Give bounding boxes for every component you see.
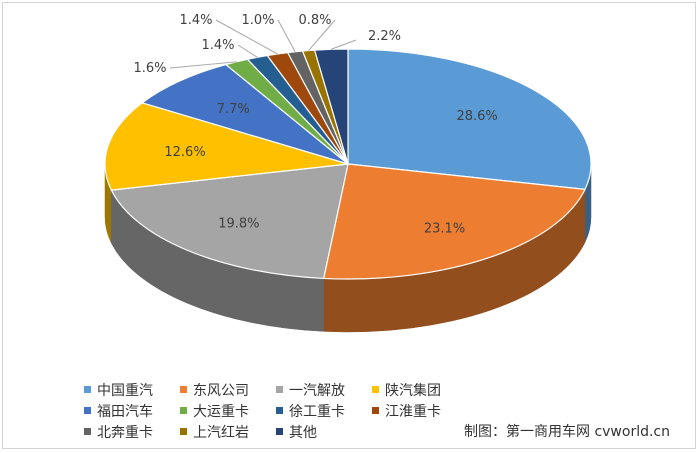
leader-line-5	[169, 61, 237, 69]
slice-2	[110, 163, 349, 280]
credit-site: cvworld.cn	[594, 424, 671, 440]
legend-item: 中国重汽	[84, 380, 180, 400]
legend-swatch	[180, 407, 187, 414]
data-label-6: 1.4%	[201, 38, 234, 53]
legend-label: 东风公司	[193, 382, 249, 399]
legend-label: 大运重卡	[193, 403, 249, 420]
legend-label: 中国重汽	[97, 382, 153, 399]
legend-item: 福田汽车	[84, 401, 180, 421]
legend-label: 北奔重卡	[97, 424, 153, 441]
legend-swatch	[180, 386, 187, 393]
legend-label: 一汽解放	[289, 382, 345, 399]
legend-swatch	[276, 386, 283, 393]
slice-10	[313, 48, 349, 165]
slice-0	[347, 48, 592, 190]
leader-line-10	[331, 39, 357, 50]
credit-label: 制图：第一商用车网	[464, 424, 590, 440]
slice-1	[323, 163, 586, 280]
chart-frame	[2, 2, 696, 449]
leader-line-6	[237, 44, 258, 58]
data-label-2: 19.8%	[218, 217, 259, 232]
data-label-5: 1.6%	[133, 61, 166, 76]
legend-item: 一汽解放	[276, 380, 372, 400]
legend-swatch	[84, 407, 91, 414]
legend-swatch	[84, 428, 91, 435]
legend-item: 江淮重卡	[372, 401, 468, 421]
legend-swatch	[180, 428, 187, 435]
legend-label: 陕汽集团	[385, 382, 441, 399]
legend-swatch	[276, 428, 283, 435]
legend-label: 江淮重卡	[385, 403, 441, 420]
legend-label: 福田汽车	[97, 403, 153, 420]
data-label-8: 1.0%	[241, 13, 274, 28]
slice-4	[141, 63, 349, 165]
data-label-9: 0.8%	[298, 13, 331, 28]
legend-item: 其他	[276, 422, 372, 442]
legend-swatch	[276, 407, 283, 414]
legend-swatch	[372, 407, 379, 414]
slice-3	[104, 102, 349, 191]
legend-label: 其他	[289, 424, 317, 441]
legend-item: 北奔重卡	[84, 422, 180, 442]
legend-swatch	[84, 386, 91, 393]
leader-line-7	[215, 19, 278, 55]
data-label-1: 23.1%	[424, 221, 465, 236]
legend: 中国重汽 东风公司 一汽解放 陕汽集团福田汽车 大运重卡 徐工重卡 江淮重卡北奔重卡 上汽红岩…	[84, 379, 504, 442]
legend-item: 东风公司	[180, 380, 276, 400]
chart-credit: 制图：第一商用车网 cvworld.cn	[464, 421, 670, 441]
data-label-7: 1.4%	[179, 13, 212, 28]
legend-swatch	[372, 386, 379, 393]
leader-line-9	[308, 19, 336, 51]
legend-row: 中国重汽 东风公司 一汽解放 陕汽集团	[84, 379, 504, 400]
legend-item: 上汽红岩	[180, 422, 276, 442]
legend-item: 陕汽集团	[372, 380, 468, 400]
legend-label: 上汽红岩	[193, 424, 249, 441]
data-label-3: 12.6%	[164, 145, 205, 160]
data-label-10: 2.2%	[368, 29, 401, 44]
data-label-4: 7.7%	[217, 102, 250, 117]
data-label-0: 28.6%	[456, 109, 497, 124]
legend-item: 徐工重卡	[276, 401, 372, 421]
pie-chart: 28.6% 23.1% 19.8% 12.6% 7.7% 1.6% 1.4% 1.4% 1.0%…	[104, 13, 592, 333]
legend-item: 大运重卡	[180, 401, 276, 421]
legend-row: 福田汽车 大运重卡 徐工重卡 江淮重卡	[84, 400, 504, 421]
legend-row: 北奔重卡 上汽红岩 其他	[84, 421, 504, 442]
leader-line-8	[277, 19, 296, 52]
legend-label: 徐工重卡	[289, 403, 345, 420]
